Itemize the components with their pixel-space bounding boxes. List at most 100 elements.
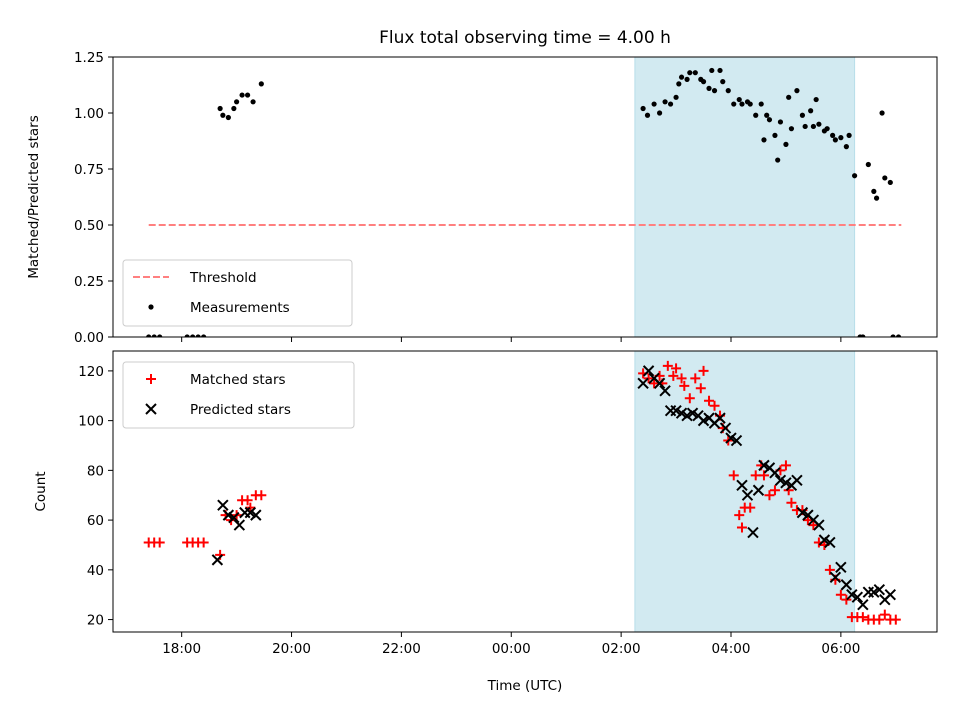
data-point — [813, 519, 825, 531]
data-point — [154, 537, 165, 548]
data-point — [736, 479, 748, 491]
x-tick-label: 20:00 — [272, 641, 311, 657]
data-point — [667, 101, 674, 107]
data-point — [695, 383, 706, 394]
data-point — [734, 510, 745, 521]
axes-frame — [112, 56, 938, 338]
data-point — [225, 114, 231, 121]
data-point — [879, 110, 885, 116]
y-tick-label: 0.75 — [74, 162, 104, 178]
data-point — [873, 195, 880, 201]
x-tick-label: 04:00 — [712, 641, 751, 657]
legend: Threshold Measurements — [122, 259, 353, 327]
data-point — [741, 489, 754, 501]
data-point — [684, 76, 690, 82]
data-point — [851, 591, 864, 603]
data-point — [813, 96, 819, 103]
data-point — [673, 94, 679, 100]
data-point — [786, 94, 792, 100]
data-point — [671, 363, 682, 374]
data-point — [678, 74, 685, 80]
data-point — [250, 99, 256, 105]
data-point — [857, 598, 869, 611]
data-point — [874, 614, 885, 625]
data-point — [687, 70, 693, 76]
data-point — [653, 377, 666, 390]
data-point — [830, 132, 836, 138]
legend-key-matched — [146, 374, 156, 384]
y-tick-label: 0.25 — [74, 274, 104, 290]
data-point — [637, 377, 649, 390]
legend: Matched stars Predicted stars — [122, 361, 355, 429]
data-point — [882, 175, 888, 181]
data-point — [895, 334, 902, 337]
data-point — [231, 105, 237, 112]
legend-label: Predicted stars — [190, 402, 291, 418]
data-point — [201, 334, 207, 337]
data-point — [250, 509, 262, 521]
data-point — [788, 126, 795, 132]
y-tick-label: 40 — [87, 563, 104, 579]
data-point — [644, 112, 651, 118]
data-point — [714, 412, 726, 424]
data-point — [879, 609, 890, 620]
data-point — [873, 584, 886, 596]
data-point — [791, 474, 803, 487]
data-point — [720, 79, 726, 85]
data-point — [239, 92, 245, 98]
data-point — [816, 121, 822, 127]
data-point — [234, 99, 240, 105]
legend-frame — [122, 259, 353, 327]
data-point — [706, 85, 712, 91]
data-point — [719, 422, 732, 434]
data-point — [643, 373, 654, 384]
y-tick-label: 0.00 — [74, 330, 104, 346]
data-point — [256, 490, 267, 501]
data-point — [258, 81, 264, 87]
data-point — [777, 119, 784, 125]
data-point — [835, 561, 847, 574]
data-point — [736, 522, 747, 533]
data-point — [151, 334, 157, 337]
data-point — [146, 334, 152, 337]
data-point — [769, 467, 781, 479]
data-point — [808, 108, 814, 114]
data-point — [764, 112, 770, 118]
y-tick-label: 20 — [87, 613, 104, 629]
data-point — [747, 101, 753, 107]
data-point — [884, 588, 897, 601]
data-point — [690, 373, 701, 384]
data-point — [852, 173, 858, 179]
data-point — [810, 123, 817, 130]
data-point — [233, 519, 246, 531]
data-point — [764, 490, 775, 501]
data-point — [772, 132, 778, 138]
chart-title: Flux total observing time = 4.00 h — [379, 28, 671, 48]
data-point — [786, 497, 797, 508]
data-point — [692, 70, 698, 76]
x-tick-label: 00:00 — [492, 641, 531, 657]
x-tick-label: 18:00 — [162, 641, 201, 657]
legend-key-measurements — [148, 304, 154, 310]
x-tick-label: 02:00 — [602, 641, 641, 657]
data-point — [662, 99, 668, 105]
y-tick-label: 1.25 — [74, 50, 104, 66]
data-point — [841, 594, 852, 605]
data-point — [709, 400, 720, 411]
data-point — [711, 88, 718, 94]
data-point — [184, 334, 190, 337]
data-point — [217, 499, 229, 511]
data-point — [700, 79, 707, 85]
data-point — [651, 101, 657, 107]
data-point — [761, 137, 767, 143]
data-point — [780, 460, 791, 471]
series-measurements — [146, 67, 902, 337]
data-point — [747, 526, 759, 539]
data-point — [728, 470, 739, 481]
data-point — [769, 485, 780, 496]
data-point — [662, 360, 673, 371]
star-count-panel: 20 40 60 80 100 120 18:00 20:00 22:00 00:00 02:00 0… — [33, 350, 938, 694]
data-point — [698, 365, 709, 376]
data-point — [890, 614, 901, 625]
data-point — [843, 144, 849, 150]
